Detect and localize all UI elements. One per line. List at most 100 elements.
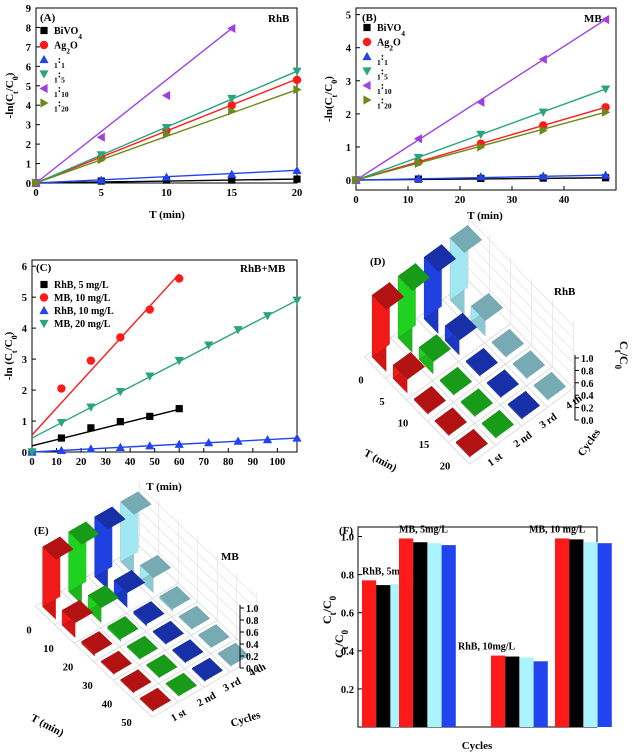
data-point — [413, 153, 423, 163]
data-point — [32, 178, 41, 188]
bar-top — [439, 366, 473, 395]
x-tick-label: 80 — [223, 457, 234, 468]
data-point — [56, 445, 67, 455]
y-tick-label: 0 — [26, 179, 31, 190]
bar-top — [217, 642, 250, 666]
panel-e: 0.00.20.40.60.81.0 0 10 20 30 40 50 1 st 2 nd3 r… — [26, 481, 268, 729]
panel-a-xlabel: T (min) — [149, 209, 185, 221]
data-point — [233, 326, 243, 335]
legend-marker — [39, 83, 48, 94]
data-point — [292, 296, 302, 305]
y-tick-label: 1.0 — [341, 533, 354, 544]
series-mb-20-mg-l — [27, 296, 302, 457]
panel-e-label: (E) — [34, 525, 49, 537]
floor-grid — [427, 345, 532, 422]
y-axis-label: -ln (Ct/C0) — [3, 331, 19, 380]
bar-top — [444, 312, 478, 341]
bar-top — [81, 630, 113, 655]
bar-top — [133, 600, 165, 625]
data-point — [145, 305, 154, 314]
legend-marker — [39, 70, 49, 79]
data-point — [293, 175, 301, 183]
floor-grid — [113, 619, 218, 681]
data-point — [57, 384, 66, 393]
bar-top — [465, 347, 499, 376]
y-tick-label: 4 — [26, 101, 32, 112]
x-tick-label: 20 — [292, 188, 303, 199]
bar — [519, 657, 534, 727]
bar-top — [42, 536, 74, 560]
y-tick-label: 2 — [26, 140, 31, 151]
floor-grid — [74, 582, 179, 644]
y-tick-label: 1 — [22, 417, 27, 428]
bar-top — [481, 409, 515, 438]
fit-line — [31, 437, 298, 453]
data-point — [601, 85, 611, 94]
x-tick-label: 30 — [507, 195, 518, 206]
bar-top — [139, 554, 172, 579]
bar-top — [460, 388, 494, 417]
bar-top — [449, 224, 483, 254]
y-axis-label: -ln(Ct/C0) — [323, 76, 339, 122]
bar-top — [120, 669, 152, 693]
z-tick-label: 0.2 — [581, 404, 594, 415]
bar — [441, 545, 456, 727]
panel-e-cycles-label: Cycles — [229, 709, 262, 730]
time-tick-label: 0 — [26, 626, 31, 637]
legend-marker — [39, 319, 49, 329]
y-tick-label: 5 — [26, 82, 31, 93]
legend-label: 1:10 — [54, 84, 69, 99]
panel-a: 0 5 10 15 200123456789-ln(Ct/C0)BiVO4Ag2O1:1… — [4, 4, 302, 199]
data-point — [146, 412, 154, 420]
data-point — [293, 85, 302, 95]
bar-top — [100, 650, 133, 674]
panel-d-cycles-label: Cycles — [576, 426, 604, 458]
bar-group: MB, 5mg/L — [399, 524, 456, 727]
x-tick-label: 20 — [76, 457, 87, 468]
series-1-5 — [31, 67, 302, 188]
y-axis-label: Ct/C0 — [320, 595, 338, 624]
bar-top — [413, 385, 447, 414]
bar-top — [165, 672, 198, 696]
panel-b-label: (B) — [362, 12, 377, 24]
x-tick-label: 40 — [125, 457, 136, 468]
legend-marker — [40, 26, 48, 35]
bar-top — [152, 620, 185, 644]
bar-top — [87, 584, 120, 609]
data-point — [476, 97, 485, 107]
panel-b-xlabel: T (min) — [467, 210, 503, 222]
legend-label: RhB, 10 mg/L — [54, 306, 114, 317]
legend-marker — [362, 67, 372, 76]
bar-top — [507, 390, 541, 419]
bar — [362, 580, 377, 727]
data-point — [477, 142, 486, 152]
panel-a-title: RhB — [268, 13, 290, 25]
x-tick-label: 10 — [403, 195, 414, 206]
bar-top — [533, 371, 567, 400]
fit-line — [35, 27, 233, 184]
x-tick-label: 90 — [248, 457, 259, 468]
floor-grid — [152, 656, 257, 718]
x-tick-label: 0 — [29, 457, 34, 468]
z-tick-label: 0.0 — [581, 416, 594, 427]
series-1-10 — [351, 14, 610, 185]
y-tick-label: 6 — [22, 262, 27, 273]
panel-c-title: RhB+MB — [240, 263, 286, 275]
panel-c-label: (C) — [36, 262, 52, 274]
panel-d-time-label: T (min) — [362, 447, 399, 474]
legend-marker — [362, 51, 372, 61]
bar-top — [68, 521, 100, 545]
x-tick-label: 15 — [227, 188, 238, 199]
plots-layer: 0 5 10 15 200123456789-ln(Ct/C0)BiVO4Ag2O1:1… — [3, 4, 631, 729]
series-mb-10-mg-l — [31, 273, 184, 436]
cycle-tick-label: 1 st — [486, 451, 505, 469]
panel-d-title: RhB — [554, 286, 576, 298]
wall-grid — [468, 218, 574, 327]
data-point — [87, 424, 95, 432]
data-point — [262, 435, 273, 444]
data-point — [175, 274, 184, 283]
data-point — [476, 172, 486, 181]
y-tick-label: 0 — [346, 176, 351, 187]
data-point — [162, 129, 172, 139]
data-point — [476, 130, 486, 140]
